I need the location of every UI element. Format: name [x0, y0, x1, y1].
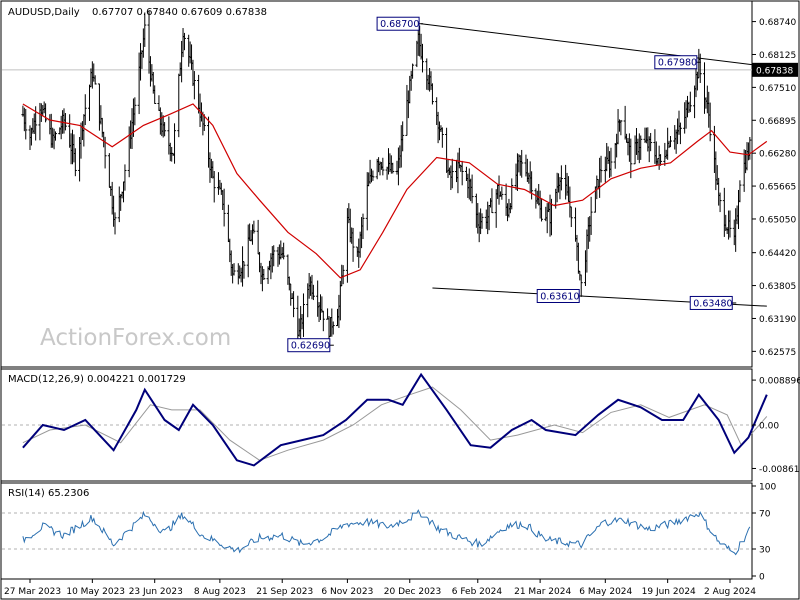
annotation-label: 0.68700	[380, 19, 419, 30]
annotation-label: 0.63610	[540, 291, 579, 302]
time-tick-label: 19 Jun 2024	[642, 587, 696, 597]
time-tick-label: 10 May 2023	[66, 587, 125, 597]
annotation-label: 0.67980	[658, 58, 697, 69]
annotation-label: 0.62690	[291, 341, 330, 352]
watermark: ActionForex.com	[40, 325, 231, 351]
rsi-tick-label: 0	[759, 573, 765, 583]
time-tick-label: 8 Aug 2023	[194, 587, 246, 597]
symbol-caption: AUDUSD,Daily	[8, 7, 80, 18]
annotation-0: 0.68700	[377, 17, 423, 30]
time-tick-label: 21 Mar 2024	[514, 587, 571, 597]
macd-tick-label: -0.008612	[759, 465, 800, 475]
price-tick-label: 0.63190	[759, 315, 796, 325]
price-tick-label: 0.67510	[759, 84, 796, 94]
time-tick-label: 6 Nov 2023	[321, 587, 373, 597]
annotation-1: 0.67980	[655, 56, 701, 69]
rsi-title: RSI(14) 65.2306	[8, 488, 89, 499]
ohlc-readout: 0.67707 0.67840 0.67609 0.67838	[92, 7, 267, 18]
price-tick-label: 0.62575	[759, 348, 796, 358]
rsi-tick-label: 100	[759, 483, 776, 493]
macd-tick-label: 0.00	[759, 422, 779, 432]
time-tick-label: 6 Feb 2024	[452, 587, 503, 597]
price-tick-label: 0.66280	[759, 150, 796, 160]
macd-title: MACD(12,26,9) 0.004221 0.001729	[8, 374, 186, 385]
price-tick-label: 0.63805	[759, 282, 796, 292]
annotation-label: 0.63480	[693, 298, 732, 309]
price-tick-label: 0.64420	[759, 249, 796, 259]
time-tick-label: 6 May 2024	[579, 587, 632, 597]
price-tick-label: 0.65050	[759, 215, 796, 225]
price-tick-label: 0.65665	[759, 183, 796, 193]
price-tick-label: 0.66895	[759, 117, 796, 127]
price-tick-label: 0.68125	[759, 51, 796, 61]
time-tick-label: 21 Sep 2023	[256, 587, 313, 597]
time-tick-label: 23 Jun 2023	[129, 587, 183, 597]
time-tick-label: 20 Dec 2023	[384, 587, 442, 597]
time-tick-label: 27 Mar 2023	[4, 587, 61, 597]
annotation-4: 0.62690	[288, 339, 334, 352]
annotation-3: 0.63480	[690, 296, 736, 309]
macd-tick-label: 0.008896	[759, 377, 800, 387]
rsi-tick-label: 30	[759, 546, 771, 556]
price-tick-label: 0.68740	[759, 18, 796, 28]
chart-header: AUDUSD,Daily 0.67707 0.67840 0.67609 0.6…	[8, 7, 267, 18]
current-price-label: 0.67838	[756, 66, 793, 76]
annotation-2: 0.63610	[537, 289, 583, 302]
rsi-tick-label: 70	[759, 510, 771, 520]
time-tick-label: 2 Aug 2024	[704, 587, 756, 597]
